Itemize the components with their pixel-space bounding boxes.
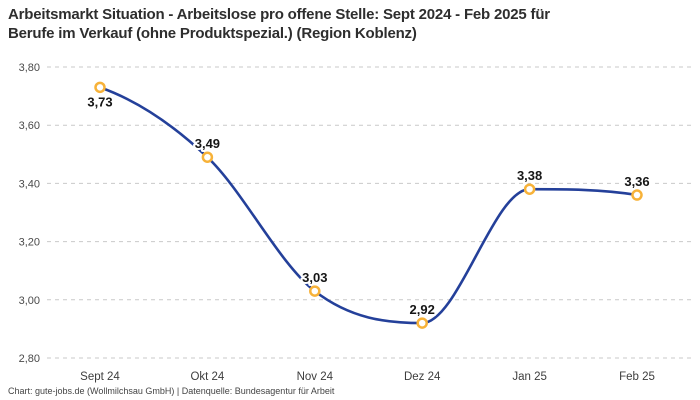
line-chart: 3,80 3,60 3,40 3,20 3,00 2,80 Sept 24 Okt 24 No… [19,62,691,383]
data-point-marker [201,151,214,163]
data-point-label: 2,92 [410,302,435,317]
chart-credit: Chart: gute-jobs.de (Wollmilchsau GmbH) … [8,386,335,396]
data-point-marker [94,81,106,94]
data-point-label: 3,73 [87,94,112,109]
data-point-marker [416,317,428,329]
data-point-label: 3,49 [195,136,220,151]
y-tick-label: 3,00 [19,295,40,307]
y-tick-label: 3,80 [19,62,40,74]
data-point-marker [523,183,536,195]
y-tick-label: 3,60 [19,120,40,132]
data-point-label: 3,38 [517,168,542,183]
data-point-value-labels: 3,73 3,49 3,03 2,92 3,38 3,36 [85,92,651,319]
series-line [98,86,639,325]
x-axis-tick-labels: Sept 24 Okt 24 Nov 24 Dez 24 Jan 25 Feb 25 [80,371,655,383]
x-tick-label: Dez 24 [404,371,441,383]
y-tick-label: 3,40 [19,178,40,190]
x-tick-label: Feb 25 [619,371,655,383]
data-point-label: 3,36 [624,174,649,189]
x-tick-label: Sept 24 [80,371,120,383]
chart-title: Arbeitsmarkt Situation - Arbeitslose pro… [8,6,550,42]
data-point-marker [631,189,643,201]
data-point-label: 3,03 [302,270,327,285]
x-tick-label: Nov 24 [297,371,334,383]
y-tick-label: 3,20 [19,237,40,249]
gridlines [47,66,691,359]
x-tick-label: Okt 24 [190,371,224,383]
y-tick-label: 2,80 [19,353,40,365]
x-tick-label: Jan 25 [512,371,547,383]
y-axis-tick-labels: 3,80 3,60 3,40 3,20 3,00 2,80 [19,62,40,365]
data-point-marker [309,285,321,297]
data-point-markers [94,81,643,329]
line-series [98,86,639,325]
